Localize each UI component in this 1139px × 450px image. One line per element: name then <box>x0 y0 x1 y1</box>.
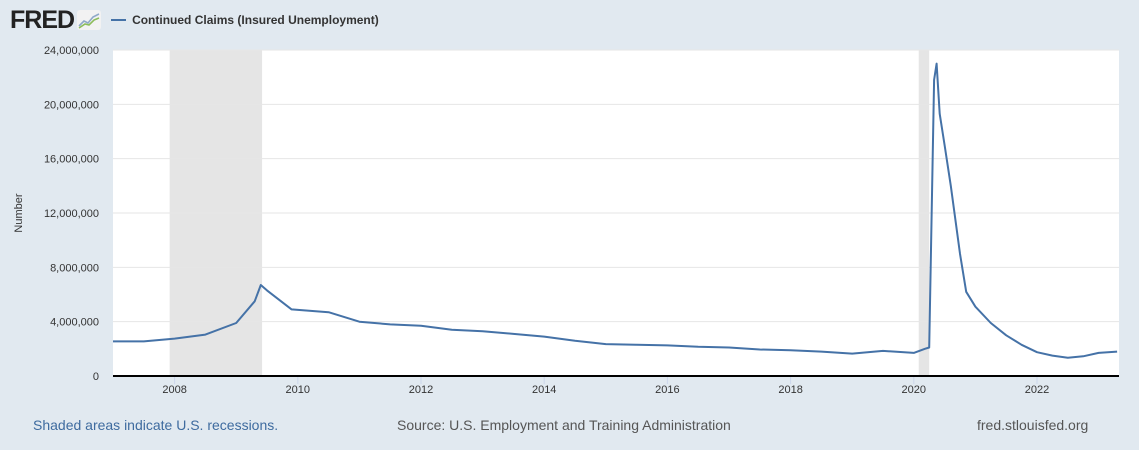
fred-logo[interactable]: FRED <box>10 5 75 34</box>
site-link[interactable]: fred.stlouisfed.org <box>977 417 1089 433</box>
y-tick-label: 8,000,000 <box>50 262 99 274</box>
y-tick-label: 20,000,000 <box>44 99 99 111</box>
x-tick-label: 2020 <box>902 384 926 396</box>
y-tick-label: 16,000,000 <box>44 154 99 166</box>
chart-trend-icon <box>77 10 102 30</box>
legend-line-icon <box>111 19 127 21</box>
x-tick-label: 2022 <box>1025 384 1049 396</box>
line-chart: 0 4,000,000 8,000,000 12,000,000 16,000,000 2… <box>13 45 1119 396</box>
x-tick-label: 2012 <box>409 384 433 396</box>
y-tick-label: 0 <box>93 371 99 383</box>
x-tick-label: 2016 <box>655 384 679 396</box>
legend-item[interactable]: Continued Claims (Insured Unemployment) <box>111 13 379 27</box>
y-tick-label: 24,000,000 <box>44 45 99 57</box>
x-tick-label: 2010 <box>286 384 310 396</box>
x-tick-label: 2018 <box>778 384 802 396</box>
y-axis-label: Number <box>13 193 25 232</box>
y-tick-label: 12,000,000 <box>44 208 99 220</box>
chart-header: FRED Continued Claims (Insured Unemploym… <box>10 6 379 34</box>
series-line[interactable] <box>113 62 1118 359</box>
y-tick-label: 4,000,000 <box>50 317 99 329</box>
x-tick-label: 2008 <box>162 384 186 396</box>
legend-label: Continued Claims (Insured Unemployment) <box>132 13 379 27</box>
source-note: Source: U.S. Employment and Training Adm… <box>397 417 731 433</box>
recession-note: Shaded areas indicate U.S. recessions. <box>33 417 279 433</box>
x-tick-label: 2014 <box>532 384 556 396</box>
